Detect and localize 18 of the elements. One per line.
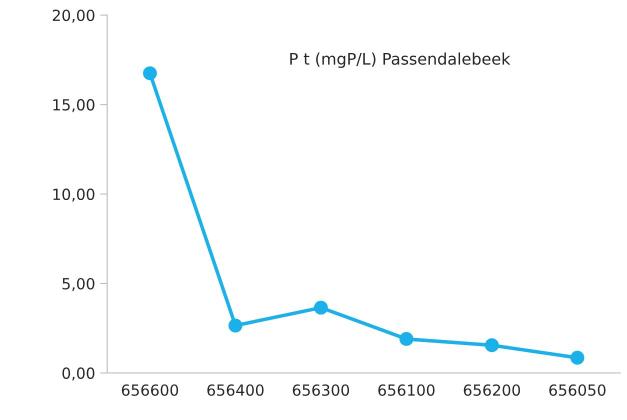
point xyxy=(143,66,157,80)
x-tick-label: 656400 xyxy=(207,384,264,396)
x-tick-label: 656600 xyxy=(122,384,178,396)
y-tick-label: 0,00 xyxy=(62,367,94,381)
y-tick-label: 5,00 xyxy=(62,278,94,292)
point xyxy=(399,332,414,346)
text: P t (mgP/L) Passendalebeek xyxy=(290,52,510,68)
point xyxy=(228,318,242,332)
y-tick-label: 15,00 xyxy=(53,99,94,112)
x-tick-label: 656050 xyxy=(549,384,606,396)
x-tick-label: 656100 xyxy=(378,384,435,396)
x-tick-label: 656300 xyxy=(292,384,350,396)
y-tick-label: 20,00 xyxy=(52,10,94,23)
point xyxy=(484,338,499,352)
point xyxy=(570,350,584,365)
x-tick-label: 656200 xyxy=(464,384,520,396)
y-tick-label: 10,00 xyxy=(53,188,94,202)
point xyxy=(314,300,328,315)
